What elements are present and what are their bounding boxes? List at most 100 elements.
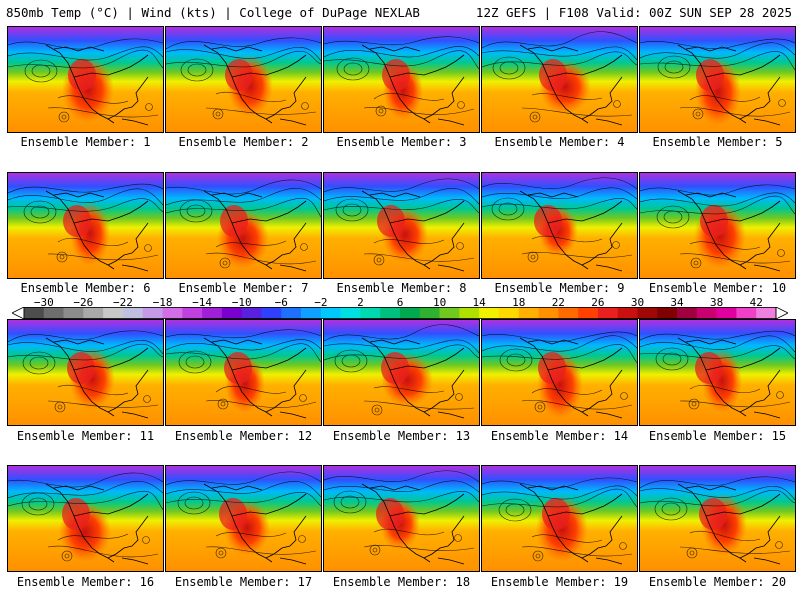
colorbar-tick-label: −26 [73, 296, 94, 309]
ensemble-member-map [7, 26, 164, 133]
ensemble-member-label: Ensemble Member: 11 [16, 429, 155, 443]
colorbar-segment [459, 307, 480, 319]
colorbar-segment [380, 307, 401, 319]
colorbar-segment [221, 307, 242, 319]
ensemble-member-label: Ensemble Member: 5 [652, 135, 783, 149]
ensemble-member-label: Ensemble Member: 12 [174, 429, 313, 443]
ensemble-member-label: Ensemble Member: 4 [494, 135, 625, 149]
ensemble-member-map [7, 172, 164, 279]
ensemble-member-label: Ensemble Member: 16 [16, 575, 155, 589]
ensemble-member-map [165, 465, 322, 572]
ensemble-member-map [165, 319, 322, 426]
ensemble-member-label: Ensemble Member: 2 [178, 135, 309, 149]
colorbar-tick-label: 22 [551, 296, 565, 309]
colorbar-min-arrow [12, 307, 25, 319]
colorbar-segment [637, 307, 658, 319]
ensemble-member-label: Ensemble Member: 19 [490, 575, 629, 589]
colorbar-segment [498, 307, 520, 319]
colorbar-segment [736, 307, 757, 319]
ensemble-member-label: Ensemble Member: 9 [494, 281, 625, 295]
colorbar-tick-label: −22 [113, 296, 133, 309]
temperature-colorbar [12, 307, 788, 319]
colorbar-segment [439, 307, 460, 319]
colorbar-segment [122, 307, 144, 319]
colorbar-tick-label: 10 [432, 296, 447, 309]
colorbar-tick-label: 38 [710, 296, 724, 309]
ensemble-member-map [481, 26, 638, 133]
colorbar-tick-label: −6 [274, 296, 288, 309]
colorbar-segment [182, 307, 203, 319]
colorbar-tick-label: 42 [749, 296, 763, 309]
colorbar-tick-label: 34 [670, 296, 684, 309]
ensemble-member-label: Ensemble Member: 15 [648, 429, 787, 443]
colorbar-segment [538, 307, 559, 319]
colorbar-segment [261, 307, 282, 319]
ensemble-member-map [323, 319, 480, 426]
colorbar-tick-label: −30 [33, 296, 54, 309]
ensemble-member-label: Ensemble Member: 14 [490, 429, 629, 443]
ensemble-member-label: Ensemble Member: 3 [336, 135, 467, 149]
colorbar-segment [241, 307, 262, 319]
ensemble-member-map [639, 319, 796, 426]
ensemble-member-label: Ensemble Member: 8 [336, 281, 467, 295]
colorbar-segment [281, 307, 302, 319]
colorbar-segment [103, 307, 124, 319]
ensemble-member-label: Ensemble Member: 20 [648, 575, 787, 589]
colorbar-tick-label: 6 [396, 296, 404, 309]
ensemble-member-map [481, 319, 638, 426]
colorbar-segment [360, 307, 381, 319]
colorbar-segment [716, 307, 737, 319]
colorbar-segment [340, 307, 361, 319]
colorbar-tick-label: −18 [152, 296, 173, 309]
colorbar-tick-label: −10 [231, 296, 252, 309]
colorbar-max-arrow [775, 307, 788, 319]
colorbar-tick-label: 2 [357, 296, 364, 309]
ensemble-member-map [323, 465, 480, 572]
chart-title: 850mb Temp (°C) | Wind (kts) | College o… [6, 5, 420, 20]
colorbar-segment [301, 307, 322, 319]
colorbar-segment [400, 307, 421, 319]
colorbar-segment [578, 307, 599, 319]
colorbar-tick-label: −14 [192, 296, 213, 309]
colorbar-segment [558, 307, 579, 319]
colorbar-segment [43, 307, 64, 319]
colorbar-segment [597, 307, 618, 319]
ensemble-member-map [481, 172, 638, 279]
colorbar-segment [419, 307, 440, 319]
colorbar-tick-label: 26 [591, 296, 605, 309]
ensemble-member-map [639, 465, 796, 572]
ensemble-member-label: Ensemble Member: 1 [20, 135, 151, 149]
colorbar-segment [756, 307, 777, 319]
colorbar-segment [162, 307, 183, 319]
colorbar-tick-label: −2 [314, 296, 328, 309]
ensemble-member-map [7, 465, 164, 572]
ensemble-member-map [7, 319, 164, 426]
colorbar-segment [696, 307, 717, 319]
ensemble-member-label: Ensemble Member: 17 [174, 575, 313, 589]
ensemble-member-map [165, 26, 322, 133]
ensemble-member-map [165, 172, 322, 279]
colorbar-tick-label: 14 [472, 296, 486, 309]
ensemble-member-label: Ensemble Member: 13 [332, 429, 471, 443]
ensemble-member-map [481, 465, 638, 572]
colorbar-segment [677, 307, 698, 319]
ensemble-member-label: Ensemble Member: 6 [20, 281, 151, 295]
ensemble-member-label: Ensemble Member: 10 [648, 281, 787, 295]
colorbar-outline [23, 307, 777, 319]
colorbar-segment [617, 307, 638, 319]
colorbar-segment [83, 307, 104, 319]
colorbar-tick-label: 18 [512, 296, 526, 309]
colorbar-segment [24, 307, 45, 319]
ensemble-member-map [323, 26, 480, 133]
colorbar-segment [657, 307, 678, 319]
ensemble-member-label: Ensemble Member: 7 [178, 281, 309, 295]
ensemble-member-map [639, 172, 796, 279]
colorbar-segment [518, 307, 539, 319]
ensemble-member-map [639, 26, 796, 133]
ensemble-member-map [323, 172, 480, 279]
ensemble-member-label: Ensemble Member: 18 [332, 575, 471, 589]
colorbar-segment [320, 307, 341, 319]
colorbar-segment [63, 307, 84, 319]
run-valid-time: 12Z GEFS | F108 Valid: 00Z SUN SEP 28 20… [475, 5, 792, 20]
colorbar-tick-label: 30 [630, 296, 645, 309]
